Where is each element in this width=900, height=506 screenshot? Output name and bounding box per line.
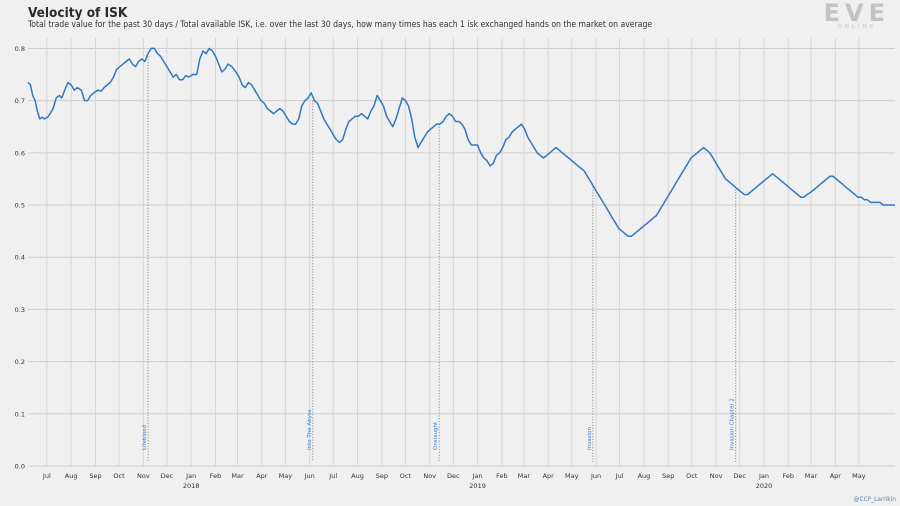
x-tick-label: Aug	[65, 472, 78, 480]
x-year-label: 2018	[183, 482, 200, 490]
y-axis: 0.0 0.1 0.2 0.3 0.4 0.5 0.6 0.7 0.8	[15, 45, 25, 471]
y-tick-label: 0.4	[15, 254, 25, 262]
x-tick-label: Jan	[472, 472, 483, 480]
annotation-label: Invasion	[587, 427, 593, 450]
x-tick-label: Jun	[304, 472, 315, 480]
x-tick-label: Mar	[231, 472, 244, 480]
x-tick-label: Jan	[185, 472, 196, 480]
x-year-label: 2019	[469, 482, 486, 490]
x-tick-label: Jun	[590, 472, 601, 480]
y-tick-label: 0.1	[15, 410, 25, 418]
x-tick-label: Dec	[447, 472, 460, 480]
x-tick-label: Oct	[400, 472, 412, 480]
logo-main-text: EVE	[823, 0, 890, 27]
x-tick-label: Mar	[805, 472, 818, 480]
x-tick-label: Jul	[328, 472, 337, 480]
chart-title: Velocity of ISK	[28, 5, 128, 21]
x-tick-label: Jan	[758, 472, 769, 480]
eve-online-logo: EVE ONLINE	[823, 0, 890, 30]
y-tick-label: 0.3	[15, 306, 25, 314]
x-tick-label: Sep	[376, 472, 388, 480]
x-tick-label: Feb	[783, 472, 795, 480]
logo-sub-text: ONLINE	[837, 24, 877, 30]
velocity-series-line	[27, 47, 895, 238]
x-tick-label: Sep	[89, 472, 101, 480]
x-tick-label: Apr	[256, 472, 268, 480]
x-tick-label: Feb	[210, 472, 222, 480]
x-tick-label: Oct	[113, 472, 125, 480]
y-tick-label: 0.2	[15, 358, 25, 366]
x-tick-label: Oct	[686, 472, 698, 480]
x-tick-label: Nov	[710, 472, 723, 480]
x-tick-label: Dec	[733, 472, 746, 480]
x-tick-label: Jul	[42, 472, 51, 480]
series-layer	[27, 47, 895, 238]
y-tick-label: 0.7	[15, 97, 25, 105]
annotations: Lifeblood Into The Abyss Onslaught Invasion…	[142, 53, 737, 462]
x-tick-label: May	[279, 472, 293, 480]
x-year-label: 2020	[756, 482, 773, 490]
x-tick-label: Sep	[662, 472, 674, 480]
x-tick-label: May	[565, 472, 579, 480]
x-tick-label: Apr	[543, 472, 555, 480]
annotation-label: Into The Abyss	[307, 409, 313, 450]
x-tick-label: Mar	[518, 472, 531, 480]
x-tick-label: May	[852, 472, 866, 480]
x-tick-label: Aug	[351, 472, 364, 480]
chart-subtitle: Total trade value for the past 30 days /…	[28, 20, 653, 30]
y-tick-label: 0.8	[15, 45, 25, 53]
annotation-label: Lifeblood	[142, 425, 148, 450]
x-tick-label: Apr	[830, 472, 842, 480]
credit-text: @CCP_Larrikin	[853, 495, 896, 503]
x-tick-label: Nov	[137, 472, 150, 480]
y-tick-label: 0.6	[15, 149, 25, 157]
x-axis: Jul Aug Sep Oct Nov Dec Jan 2018 Feb Mar Apr May Jun…	[42, 472, 866, 490]
annotation-label: Onslaught	[433, 421, 439, 450]
y-tick-label: 0.0	[15, 463, 25, 471]
x-tick-label: Feb	[496, 472, 508, 480]
x-tick-label: Jul	[615, 472, 624, 480]
x-tick-label: Nov	[423, 472, 436, 480]
x-tick-label: Aug	[638, 472, 651, 480]
x-tick-label: Dec	[161, 472, 174, 480]
y-tick-label: 0.5	[15, 202, 25, 210]
annotation-label: Invasion Chapter 2	[730, 398, 736, 450]
grid-lines	[28, 38, 895, 467]
